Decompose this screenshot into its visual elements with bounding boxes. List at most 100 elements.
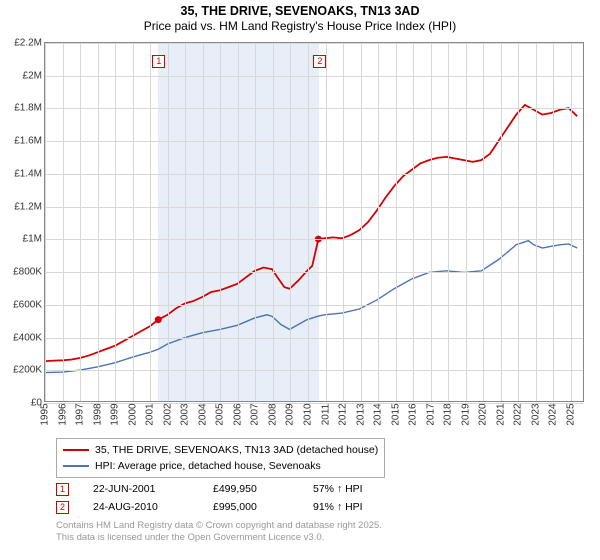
chart-title: 35, THE DRIVE, SEVENOAKS, TN13 3AD	[0, 4, 600, 18]
series-price_paid	[46, 105, 578, 361]
gridline-h	[45, 239, 583, 240]
x-axis-label: 2000	[127, 403, 138, 425]
transactions-table: 122-JUN-2001£499,95057% ↑ HPI224-AUG-201…	[56, 480, 413, 516]
x-axis-label: 2013	[355, 403, 366, 425]
gridline-v	[133, 43, 134, 401]
gridline-v	[150, 43, 151, 401]
x-axis-label: 2023	[530, 403, 541, 425]
legend: 35, THE DRIVE, SEVENOAKS, TN13 3AD (deta…	[56, 438, 385, 478]
gridline-h	[45, 305, 583, 306]
transaction-row: 224-AUG-2010£995,00091% ↑ HPI	[56, 498, 413, 516]
x-axis-label: 2006	[232, 403, 243, 425]
footer-line-1: Contains HM Land Registry data © Crown c…	[56, 520, 382, 532]
marker-callout-2: 2	[313, 55, 326, 68]
x-axis-label: 2015	[390, 403, 401, 425]
legend-label: HPI: Average price, detached house, Seve…	[95, 460, 321, 472]
gridline-v	[255, 43, 256, 401]
gridline-v	[571, 43, 572, 401]
legend-item: HPI: Average price, detached house, Seve…	[63, 458, 378, 474]
x-axis-label: 1995	[40, 403, 51, 425]
transaction-date: 22-JUN-2001	[93, 483, 213, 495]
gridline-v	[431, 43, 432, 401]
gridline-v	[308, 43, 309, 401]
gridline-v	[518, 43, 519, 401]
gridline-h	[45, 141, 583, 142]
x-axis-label: 2021	[495, 403, 506, 425]
gridline-v	[80, 43, 81, 401]
y-axis-label: £800K	[13, 267, 42, 278]
x-axis-label: 2020	[478, 403, 489, 425]
x-axis-label: 1998	[92, 403, 103, 425]
x-axis-label: 2018	[443, 403, 454, 425]
y-axis-label: £1.8M	[14, 103, 42, 114]
gridline-h	[45, 43, 583, 44]
gridline-v	[378, 43, 379, 401]
gridline-v	[501, 43, 502, 401]
gridline-v	[448, 43, 449, 401]
y-axis-label: £1.2M	[14, 201, 42, 212]
marker-callout-1: 1	[152, 55, 165, 68]
gridline-v	[536, 43, 537, 401]
legend-item: 35, THE DRIVE, SEVENOAKS, TN13 3AD (deta…	[63, 442, 378, 458]
legend-label: 35, THE DRIVE, SEVENOAKS, TN13 3AD (deta…	[95, 444, 378, 456]
x-axis-label: 2011	[320, 404, 331, 426]
gridline-v	[168, 43, 169, 401]
gridline-h	[45, 338, 583, 339]
gridline-v	[45, 43, 46, 401]
gridline-v	[220, 43, 221, 401]
x-axis-label: 2003	[180, 403, 191, 425]
y-axis-label: £200K	[13, 365, 42, 376]
legend-swatch	[63, 465, 89, 467]
gridline-v	[203, 43, 204, 401]
title-block: 35, THE DRIVE, SEVENOAKS, TN13 3AD Price…	[0, 0, 600, 33]
x-axis-label: 2014	[373, 403, 384, 425]
y-axis-label: £2.2M	[14, 38, 42, 49]
gridline-v	[115, 43, 116, 401]
x-axis-label: 2019	[460, 403, 471, 425]
footer-text: Contains HM Land Registry data © Crown c…	[56, 520, 382, 544]
gridline-v	[396, 43, 397, 401]
gridline-v	[98, 43, 99, 401]
gridline-h	[45, 174, 583, 175]
gridline-v	[63, 43, 64, 401]
x-axis-label: 2022	[513, 403, 524, 425]
gridline-h	[45, 370, 583, 371]
marker-dot-1	[155, 316, 162, 323]
x-axis-label: 2010	[302, 403, 313, 425]
transaction-pct: 91% ↑ HPI	[313, 501, 413, 513]
y-axis-label: £1.4M	[14, 168, 42, 179]
gridline-v	[466, 43, 467, 401]
series-hpi	[46, 241, 578, 373]
x-axis-label: 1999	[110, 403, 121, 425]
gridline-v	[483, 43, 484, 401]
gridline-v	[290, 43, 291, 401]
x-axis-label: 2004	[197, 403, 208, 425]
x-axis-label: 1997	[75, 403, 86, 425]
x-axis-label: 2008	[267, 403, 278, 425]
legend-swatch	[63, 449, 89, 451]
gridline-v	[326, 43, 327, 401]
x-axis-label: 2001	[145, 403, 156, 425]
plot-svg	[45, 43, 583, 401]
x-axis-label: 2012	[338, 403, 349, 425]
x-axis-label: 2009	[285, 403, 296, 425]
transaction-price: £499,950	[213, 483, 313, 495]
transaction-marker: 1	[56, 483, 69, 496]
y-axis-label: £400K	[13, 332, 42, 343]
transaction-row: 122-JUN-2001£499,95057% ↑ HPI	[56, 480, 413, 498]
x-axis-label: 2025	[565, 403, 576, 425]
x-axis-label: 1996	[57, 403, 68, 425]
x-axis-label: 2007	[250, 403, 261, 425]
transaction-price: £995,000	[213, 501, 313, 513]
x-axis-label: 2024	[548, 403, 559, 425]
gridline-v	[238, 43, 239, 401]
gridline-v	[361, 43, 362, 401]
gridline-h	[45, 76, 583, 77]
gridline-h	[45, 207, 583, 208]
chart-subtitle: Price paid vs. HM Land Registry's House …	[0, 19, 600, 33]
gridline-v	[273, 43, 274, 401]
transaction-marker: 2	[56, 501, 69, 514]
gridline-h	[45, 108, 583, 109]
x-axis-label: 2016	[408, 403, 419, 425]
y-axis-label: £600K	[13, 299, 42, 310]
